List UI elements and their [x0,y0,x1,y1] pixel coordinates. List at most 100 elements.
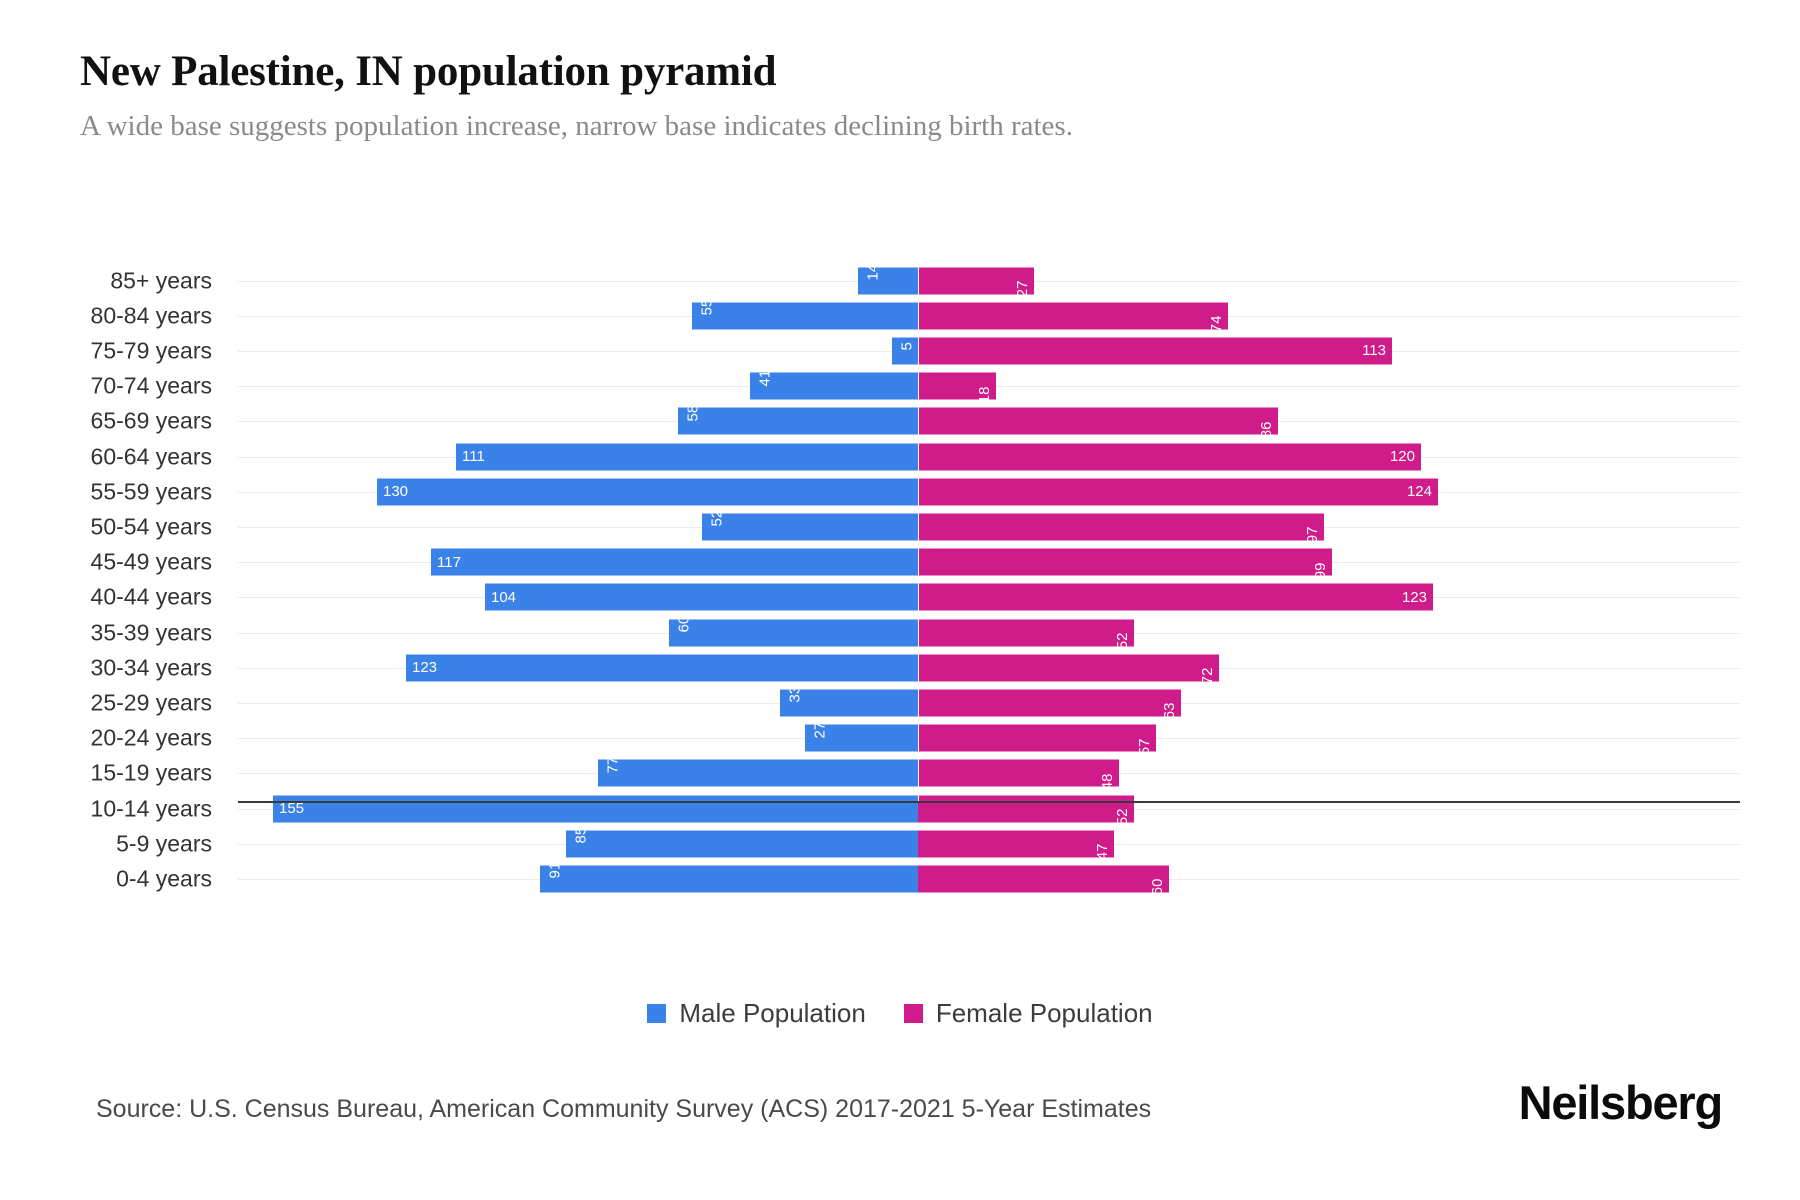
female-value-label: 48 [1099,773,1117,791]
male-bar[interactable]: 117 [431,548,918,576]
male-bar[interactable]: 55 [692,299,918,330]
male-bar[interactable]: 52 [702,510,918,541]
male-value-label: 41 [756,369,774,387]
female-bar[interactable]: 18 [918,372,996,403]
male-bar[interactable]: 77 [598,757,918,787]
female-value-label: 47 [1094,843,1112,861]
female-bar[interactable]: 60 [918,865,1169,896]
male-value-label: 27 [811,721,829,739]
female-bar[interactable]: 123 [918,583,1433,611]
source-attribution: Source: U.S. Census Bureau, American Com… [96,1095,1152,1123]
pyramid-row: 65-69 years 58 86 [0,404,1800,439]
female-bar[interactable]: 86 [918,407,1278,439]
female-swatch-icon [903,1004,923,1023]
male-swatch-icon [647,1004,667,1023]
male-bar[interactable]: 33 [780,686,918,717]
male-value-label: 111 [462,448,485,466]
age-group-label: 40-44 years [90,583,212,610]
legend-label-female: Female Population [935,998,1153,1028]
chart-legend: Male Population Female Population [0,998,1800,1029]
chart-header: New Palestine, IN population pyramid A w… [80,48,1720,144]
female-bar[interactable]: 99 [918,548,1332,579]
pyramid-row: 20-24 years 27 57 [0,721,1800,756]
pyramid-row: 40-44 years 104 123 [0,580,1800,615]
female-bar[interactable]: 48 [918,759,1119,791]
male-value-label: 117 [437,553,461,571]
male-bar[interactable]: 60 [669,615,918,647]
age-group-label: 25-29 years [90,689,212,716]
male-value-label: 155 [279,800,305,818]
age-group-label: 0-4 years [116,865,212,892]
pyramid-row: 75-79 years 5 113 [0,333,1800,368]
female-value-label: 57 [1136,738,1154,755]
female-bar[interactable]: 52 [918,619,1134,649]
male-value-label: 60 [675,615,693,633]
male-value-label: 91 [546,862,564,879]
female-value-label: 97 [1304,526,1322,544]
female-bar[interactable]: 27 [918,267,1034,297]
female-value-label: 113 [1362,342,1386,360]
pyramid-rows: 85+ years 14 27 80-84 years 55 74 75-79 years 5… [0,262,1800,896]
male-bar[interactable]: 155 [273,795,918,823]
male-value-label: 130 [383,483,409,501]
x-axis-baseline [238,801,1740,803]
female-bar[interactable]: 72 [918,654,1219,684]
pyramid-row: 15-19 years 77 48 [0,756,1800,791]
female-value-label: 52 [1114,632,1132,650]
age-group-label: 30-34 years [90,654,212,681]
female-bar[interactable]: 47 [918,830,1114,860]
female-value-label: 27 [1014,280,1032,298]
chart-subtitle: A wide base suggests population increase… [80,110,1073,143]
pyramid-row: 25-29 years 33 63 [0,685,1800,720]
age-group-label: 85+ years [110,267,212,294]
pyramid-row: 0-4 years 91 60 [0,861,1800,896]
female-bar[interactable]: 74 [918,302,1228,332]
male-bar[interactable]: 5 [892,337,918,365]
pyramid-row: 50-54 years 52 97 [0,509,1800,544]
female-bar[interactable]: 113 [918,337,1392,365]
chart-footer: Source: U.S. Census Bureau, American Com… [0,1075,1800,1155]
age-group-label: 60-64 years [90,443,212,470]
male-bar[interactable]: 41 [750,369,918,400]
female-bar[interactable]: 57 [918,724,1156,755]
female-bar[interactable]: 120 [918,443,1421,471]
male-bar[interactable]: 123 [406,654,918,682]
female-value-label: 63 [1161,702,1179,720]
male-value-label: 33 [786,686,804,703]
pyramid-row: 55-59 years 130 124 [0,474,1800,509]
center-axis-divider [918,262,919,802]
age-group-label: 50-54 years [90,513,212,540]
legend-item-male[interactable]: Male Population [647,998,866,1029]
legend-item-female[interactable]: Female Population [903,998,1153,1029]
male-bar[interactable]: 85 [566,827,918,858]
female-value-label: 120 [1389,448,1415,466]
male-value-label: 85 [572,827,590,844]
pyramid-row: 85+ years 14 27 [0,263,1800,298]
female-value-label: 86 [1258,421,1276,439]
pyramid-row: 35-39 years 60 52 [0,615,1800,650]
female-bar[interactable]: 63 [918,689,1181,720]
female-bar[interactable]: 124 [918,478,1438,506]
male-value-label: 14 [864,263,882,281]
male-bar[interactable]: 14 [858,263,918,295]
pyramid-row: 5-9 years 85 47 [0,826,1800,861]
male-value-label: 55 [698,299,716,316]
pyramid-row: 70-74 years 41 18 [0,369,1800,404]
male-bar[interactable]: 111 [456,443,918,471]
age-group-label: 65-69 years [90,407,212,434]
male-bar[interactable]: 91 [540,862,918,893]
male-bar[interactable]: 104 [485,583,918,611]
male-value-label: 104 [491,588,517,606]
male-bar[interactable]: 130 [377,478,918,506]
male-bar[interactable]: 27 [805,721,918,752]
male-value-label: 123 [412,659,438,677]
male-value-label: 52 [708,510,726,527]
female-bar[interactable]: 52 [918,795,1134,825]
male-value-label: 5 [898,342,916,351]
pyramid-row: 10-14 years 155 52 [0,791,1800,826]
age-group-label: 20-24 years [90,724,212,751]
female-bar[interactable]: 97 [918,513,1324,544]
pyramid-row: 45-49 years 117 99 [0,545,1800,580]
male-bar[interactable]: 58 [678,405,918,435]
age-group-label: 45-49 years [90,548,212,575]
